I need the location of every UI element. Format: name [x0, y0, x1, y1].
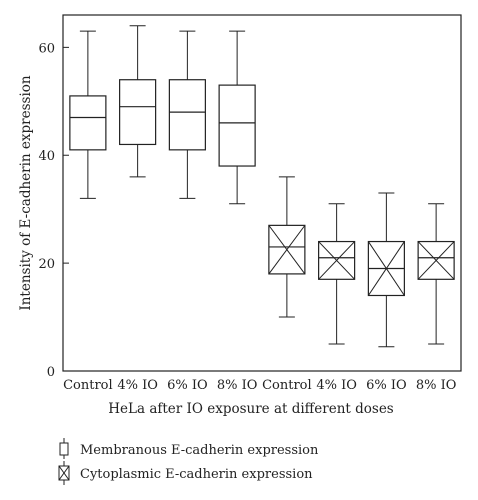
- y-tick-label: 20: [38, 257, 55, 272]
- x-tick-label: 8% IO: [416, 378, 457, 393]
- y-tick-label: 40: [38, 149, 55, 164]
- x-tick-label: Control: [63, 378, 113, 393]
- crossed-box-icon: [58, 461, 70, 485]
- box-membranous: [218, 30, 256, 205]
- y-axis: 0 20 40 60: [38, 41, 69, 380]
- box-membranous: [119, 25, 157, 178]
- box-cytoplasmic: [318, 203, 356, 345]
- legend-item-membranous: Membranous E-cadherin expression: [59, 438, 319, 459]
- x-axis-title: HeLa after IO exposure at different dose…: [108, 401, 394, 417]
- x-axis: Control 4% IO 6% IO 8% IO Control 4% IO 6% IO 8…: [63, 378, 456, 393]
- legend-label-cytoplasmic: Cytoplasmic E-cadherin expression: [80, 467, 313, 482]
- cross-line: [318, 241, 355, 280]
- legend-label-membranous: Membranous E-cadherin expression: [80, 443, 319, 458]
- legend-item-cytoplasmic: Cytoplasmic E-cadherin expression: [58, 461, 313, 485]
- y-tick-label: 60: [38, 41, 55, 56]
- box-cytoplasmic: [417, 203, 455, 345]
- iqr-box: [168, 79, 206, 151]
- plot-frame: [62, 14, 462, 372]
- box-membranous: [69, 30, 107, 199]
- box-cytoplasmic: [268, 176, 306, 318]
- iqr-box: [218, 84, 256, 167]
- iqr-box: [69, 95, 107, 151]
- x-tick-label: 4% IO: [316, 378, 357, 393]
- cross-line: [417, 241, 455, 280]
- y-axis-title: Intensity of E-cadherin expression: [18, 75, 34, 310]
- box-plots: [69, 25, 455, 348]
- legend: Membranous E-cadherin expression Cytopla…: [58, 438, 319, 485]
- x-tick-label: 6% IO: [167, 378, 208, 393]
- x-tick-label: Control: [262, 378, 312, 393]
- x-tick-label: 4% IO: [117, 378, 158, 393]
- cross-line: [268, 225, 306, 275]
- y-tick-label: 0: [47, 365, 55, 380]
- x-tick-label: 8% IO: [217, 378, 258, 393]
- box-membranous: [168, 30, 206, 199]
- x-tick-label: 6% IO: [366, 378, 407, 393]
- box-cytoplasmic: [367, 192, 405, 348]
- plain-box-icon: [59, 438, 69, 459]
- iqr-box: [119, 79, 157, 146]
